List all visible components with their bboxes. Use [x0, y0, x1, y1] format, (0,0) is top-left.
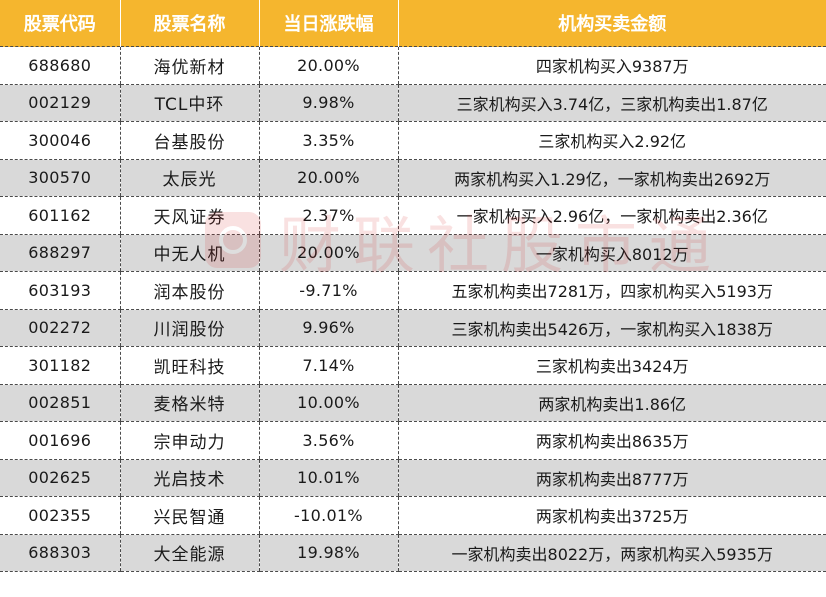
daily-change-cell: 2.37%	[258, 196, 398, 235]
institution-amount-cell: 三家机构买入2.92亿	[397, 121, 826, 160]
stock-name-cell: 光启技术	[119, 459, 259, 497]
stock-code-cell: 002129	[0, 84, 120, 122]
institution-amount-cell: 一家机构卖出8022万，两家机构买入5935万	[397, 534, 826, 572]
stock-code-cell: 688303	[0, 534, 120, 572]
daily-change-cell: 20.00%	[258, 159, 398, 197]
daily-change-cell: 9.96%	[258, 309, 398, 347]
institution-amount-cell: 五家机构卖出7281万，四家机构买入5193万	[397, 271, 826, 310]
daily-change-cell: 10.01%	[258, 459, 398, 497]
table-row: 601162 天风证券 2.37% 一家机构买入2.96亿，一家机构卖出2.36…	[0, 196, 826, 235]
table-row: 001696 宗申动力 3.56% 两家机构卖出8635万	[0, 421, 826, 460]
stock-name-cell: 凯旺科技	[119, 346, 259, 385]
table-row: 603193 润本股份 -9.71% 五家机构卖出7281万，四家机构买入519…	[0, 271, 826, 310]
table-row: 688303 大全能源 19.98% 一家机构卖出8022万，两家机构买入593…	[0, 534, 826, 572]
stock-name-cell: 大全能源	[119, 534, 259, 572]
stock-name-cell: 兴民智通	[119, 496, 259, 535]
stock-table: 股票代码 股票名称 当日涨跌幅 机构买卖金额 688680 海优新材 20.00…	[0, 0, 826, 572]
stock-name-cell: 太辰光	[119, 159, 259, 197]
table-row: 002851 麦格米特 10.00% 两家机构卖出1.86亿	[0, 384, 826, 422]
daily-change-cell: -10.01%	[258, 496, 398, 535]
table-row: 300570 太辰光 20.00% 两家机构买入1.29亿，一家机构卖出2692…	[0, 159, 826, 197]
daily-change-cell: 19.98%	[258, 534, 398, 572]
header-institution-amount: 机构买卖金额	[397, 0, 826, 47]
daily-change-cell: 20.00%	[258, 234, 398, 272]
stock-name-cell: 中无人机	[119, 234, 259, 272]
table-row: 300046 台基股份 3.35% 三家机构买入2.92亿	[0, 121, 826, 160]
daily-change-cell: -9.71%	[258, 271, 398, 310]
institution-amount-cell: 三家机构卖出3424万	[397, 346, 826, 385]
table-row: 301182 凯旺科技 7.14% 三家机构卖出3424万	[0, 346, 826, 385]
table-row: 688297 中无人机 20.00% 一家机构买入8012万	[0, 234, 826, 272]
daily-change-cell: 3.56%	[258, 421, 398, 460]
stock-code-cell: 300046	[0, 121, 120, 160]
stock-name-cell: 川润股份	[119, 309, 259, 347]
stock-name-cell: TCL中环	[119, 84, 259, 122]
stock-name-cell: 宗申动力	[119, 421, 259, 460]
stock-code-cell: 688297	[0, 234, 120, 272]
daily-change-cell: 3.35%	[258, 121, 398, 160]
daily-change-cell: 10.00%	[258, 384, 398, 422]
table-header: 股票代码 股票名称 当日涨跌幅 机构买卖金额	[0, 0, 826, 47]
stock-code-cell: 002625	[0, 459, 120, 497]
stock-code-cell: 601162	[0, 196, 120, 235]
stock-code-cell: 301182	[0, 346, 120, 385]
stock-code-cell: 688680	[0, 46, 120, 85]
table-row: 002272 川润股份 9.96% 三家机构卖出5426万，一家机构买入1838…	[0, 309, 826, 347]
stock-code-cell: 002851	[0, 384, 120, 422]
table-row: 002129 TCL中环 9.98% 三家机构买入3.74亿，三家机构卖出1.8…	[0, 84, 826, 122]
stock-name-cell: 台基股份	[119, 121, 259, 160]
institution-amount-cell: 三家机构卖出5426万，一家机构买入1838万	[397, 309, 826, 347]
institution-amount-cell: 两家机构卖出1.86亿	[397, 384, 826, 422]
daily-change-cell: 7.14%	[258, 346, 398, 385]
daily-change-cell: 9.98%	[258, 84, 398, 122]
institution-amount-cell: 一家机构买入2.96亿，一家机构卖出2.36亿	[397, 196, 826, 235]
institution-amount-cell: 四家机构买入9387万	[397, 46, 826, 85]
stock-name-cell: 海优新材	[119, 46, 259, 85]
header-daily-change: 当日涨跌幅	[258, 0, 398, 47]
institution-amount-cell: 两家机构卖出8635万	[397, 421, 826, 460]
stock-code-cell: 002355	[0, 496, 120, 535]
stock-name-cell: 润本股份	[119, 271, 259, 310]
stock-name-cell: 天风证券	[119, 196, 259, 235]
institution-amount-cell: 两家机构买入1.29亿，一家机构卖出2692万	[397, 159, 826, 197]
header-row: 股票代码 股票名称 当日涨跌幅 机构买卖金额	[0, 0, 826, 47]
table-body: 688680 海优新材 20.00% 四家机构买入9387万 002129 TC…	[0, 46, 826, 572]
institution-amount-cell: 两家机构卖出3725万	[397, 496, 826, 535]
institution-amount-cell: 两家机构卖出8777万	[397, 459, 826, 497]
institution-amount-cell: 三家机构买入3.74亿，三家机构卖出1.87亿	[397, 84, 826, 122]
stock-code-cell: 603193	[0, 271, 120, 310]
table-row: 688680 海优新材 20.00% 四家机构买入9387万	[0, 46, 826, 85]
stock-code-cell: 001696	[0, 421, 120, 460]
header-stock-code: 股票代码	[0, 0, 120, 47]
stock-code-cell: 300570	[0, 159, 120, 197]
table-row: 002625 光启技术 10.01% 两家机构卖出8777万	[0, 459, 826, 497]
header-stock-name: 股票名称	[119, 0, 259, 47]
table-row: 002355 兴民智通 -10.01% 两家机构卖出3725万	[0, 496, 826, 535]
institution-amount-cell: 一家机构买入8012万	[397, 234, 826, 272]
stock-code-cell: 002272	[0, 309, 120, 347]
daily-change-cell: 20.00%	[258, 46, 398, 85]
stock-name-cell: 麦格米特	[119, 384, 259, 422]
